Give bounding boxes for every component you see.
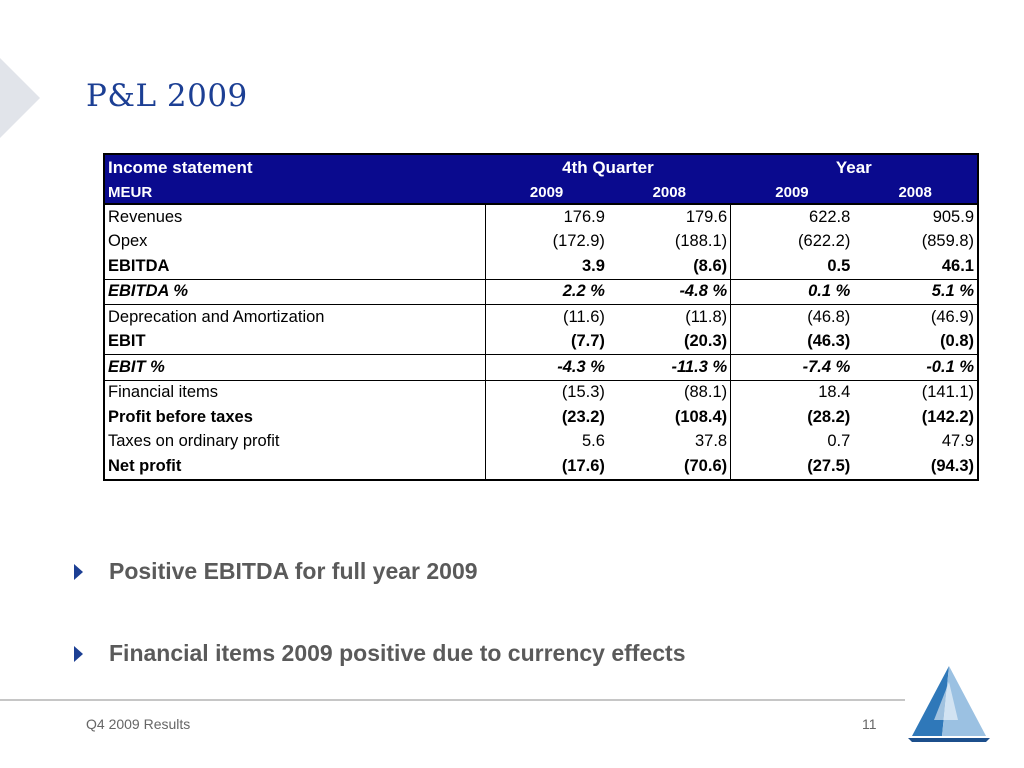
value-cell: (11.8) xyxy=(685,307,728,326)
value-cell: 5.1 % xyxy=(853,278,978,305)
row-label: Profit before taxes xyxy=(104,405,486,430)
value-cell: 3.9 xyxy=(581,256,605,275)
value-cell: (141.1) xyxy=(921,383,974,402)
table-row: Taxes on ordinary profit 5.6 37.8 0.7 47.9 xyxy=(104,429,978,454)
row-label: Revenues xyxy=(104,204,486,230)
value-cell: (23.2) xyxy=(561,407,605,426)
value-cell: (46.8) xyxy=(730,304,854,330)
value-cell: (188.1) xyxy=(674,232,728,251)
row-label: Taxes on ordinary profit xyxy=(104,429,486,454)
value-cell: (108.4) xyxy=(674,407,728,426)
value-cell: 47.9 xyxy=(941,432,974,451)
footer-divider xyxy=(0,699,905,701)
triangle-bullet-icon xyxy=(74,563,83,580)
row-label: EBIT % xyxy=(104,354,486,381)
row-label: Financial items xyxy=(104,380,486,405)
table-row: EBITDA % 2.2 % -4.8 % 0.1 % 5.1 % xyxy=(104,278,978,305)
value-cell: 5.6 xyxy=(581,432,605,451)
header-meur: MEUR xyxy=(104,181,486,205)
value-cell: (7.7) xyxy=(570,332,605,351)
value-cell: (27.5) xyxy=(730,454,854,480)
table-row: Deprecation and Amortization (11.6) (11.8)… xyxy=(104,304,978,330)
triangle-bullet-icon xyxy=(74,645,83,662)
value-cell: 905.9 xyxy=(932,207,974,226)
value-cell: (94.3) xyxy=(930,456,974,475)
header-q-2008: 2008 xyxy=(607,181,731,205)
value-cell: -4.8 % xyxy=(607,278,731,305)
header-q-2009: 2009 xyxy=(485,181,608,205)
page-number: 11 xyxy=(862,716,877,732)
bullet-item: Positive EBITDA for full year 2009 xyxy=(74,558,478,585)
header-year: Year xyxy=(730,154,978,181)
table-row: EBIT (7.7) (20.3) (46.3) (0.8) xyxy=(104,329,978,355)
chevron-decoration-icon xyxy=(0,58,40,138)
row-label: Opex xyxy=(104,229,486,254)
pyramid-logo-icon xyxy=(908,666,990,742)
row-label: Deprecation and Amortization xyxy=(104,304,486,330)
value-cell: (88.1) xyxy=(684,383,728,402)
value-cell: (0.8) xyxy=(940,332,974,351)
table-row: EBITDA 3.9 (8.6) 0.5 46.1 xyxy=(104,254,978,279)
value-cell: (15.3) xyxy=(561,383,605,402)
value-cell: (28.2) xyxy=(730,405,854,430)
value-cell: (11.6) xyxy=(563,307,605,326)
value-cell: (17.6) xyxy=(561,456,605,475)
table-row: Opex (172.9) (188.1) (622.2) (859.8) xyxy=(104,229,978,254)
value-cell: 0.7 xyxy=(730,429,854,454)
value-cell: 0.1 % xyxy=(730,278,854,305)
header-4th-quarter: 4th Quarter xyxy=(485,154,731,181)
row-label: Net profit xyxy=(104,454,486,480)
value-cell: 46.1 xyxy=(941,256,974,275)
row-label: EBITDA xyxy=(104,254,486,279)
value-cell: (142.2) xyxy=(921,407,974,426)
value-cell: (70.6) xyxy=(684,456,728,475)
table-row: Net profit (17.6) (70.6) (27.5) (94.3) xyxy=(104,454,978,480)
value-cell: 2.2 % xyxy=(485,278,608,305)
income-statement-table: Income statement 4th Quarter Year MEUR 2… xyxy=(103,153,979,481)
value-cell: (20.3) xyxy=(684,332,728,351)
value-cell: 37.8 xyxy=(695,432,728,451)
value-cell: (622.2) xyxy=(730,229,854,254)
footer-title: Q4 2009 Results xyxy=(86,716,191,732)
table-row: Revenues 176.9 179.6 622.8 905.9 xyxy=(104,204,978,230)
bullet-text: Financial items 2009 positive due to cur… xyxy=(109,640,686,666)
header-y-2009: 2009 xyxy=(730,181,854,205)
value-cell: -11.3 % xyxy=(607,354,731,381)
value-cell: -7.4 % xyxy=(730,354,854,381)
value-cell: 0.5 xyxy=(730,254,854,279)
value-cell: (46.9) xyxy=(930,307,974,326)
header-income-statement: Income statement xyxy=(104,154,486,181)
table-body: Revenues 176.9 179.6 622.8 905.9 Opex (172.9) (… xyxy=(104,204,978,480)
value-cell: 622.8 xyxy=(730,204,854,230)
table-row: EBIT % -4.3 % -11.3 % -7.4 % -0.1 % xyxy=(104,354,978,381)
value-cell: (46.3) xyxy=(730,329,854,355)
value-cell: -0.1 % xyxy=(853,354,978,381)
row-label: EBITDA % xyxy=(104,278,486,305)
value-cell: (8.6) xyxy=(693,256,728,275)
value-cell: (172.9) xyxy=(552,232,605,251)
value-cell: 176.9 xyxy=(563,207,605,226)
table-row: Financial items (15.3) (88.1) 18.4 (141.1) xyxy=(104,380,978,405)
value-cell: (859.8) xyxy=(921,232,974,251)
value-cell: 18.4 xyxy=(730,380,854,405)
table-row: Profit before taxes (23.2) (108.4) (28.2) (1… xyxy=(104,405,978,430)
header-y-2008: 2008 xyxy=(853,181,978,205)
slide-title: P&L 2009 xyxy=(86,78,248,114)
value-cell: 179.6 xyxy=(685,207,728,226)
row-label: EBIT xyxy=(104,329,486,355)
value-cell: -4.3 % xyxy=(485,354,608,381)
bullet-text: Positive EBITDA for full year 2009 xyxy=(109,558,478,584)
bullet-item: Financial items 2009 positive due to cur… xyxy=(74,640,686,667)
